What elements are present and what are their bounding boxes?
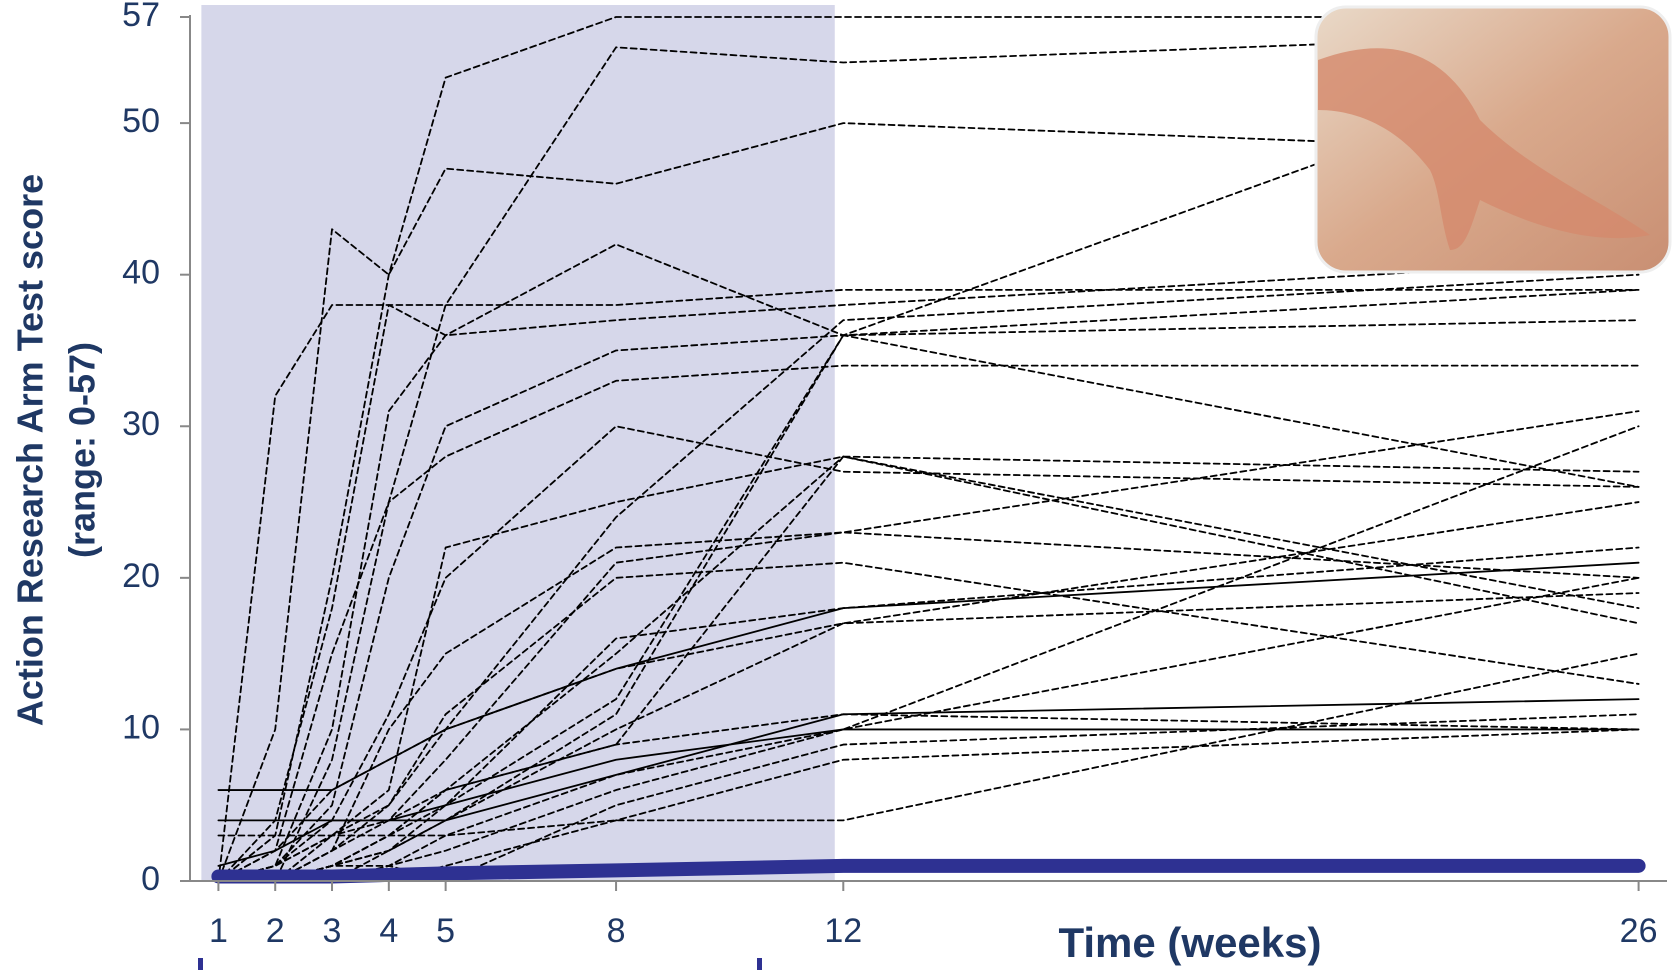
x-tick-label: 1 — [209, 912, 228, 950]
x-axis-title: Time (weeks) — [1058, 919, 1321, 966]
median-line — [218, 866, 1638, 877]
x-tick-label: 3 — [323, 912, 342, 950]
y-tick-label: 10 — [122, 708, 160, 746]
y-tick-label: 20 — [122, 557, 160, 595]
x-tick-label: 26 — [1620, 912, 1658, 950]
period-marker — [757, 958, 762, 970]
y-tick-label: 57 — [122, 0, 160, 34]
photo-inset — [1316, 7, 1670, 272]
chart: 01020304050571234581226 Action Research … — [0, 0, 1678, 970]
period-marker — [198, 958, 203, 970]
x-tick-label: 5 — [436, 912, 455, 950]
y-axis-title: Action Research Arm Test score — [10, 174, 51, 726]
y-tick-label: 50 — [122, 102, 160, 140]
x-tick-label: 4 — [379, 912, 398, 950]
y-tick-label: 30 — [122, 405, 160, 443]
y-axis-subtitle: (range: 0-57) — [62, 342, 103, 558]
x-tick-label: 12 — [824, 912, 862, 950]
y-tick-label: 40 — [122, 254, 160, 292]
y-tick-label: 0 — [141, 860, 160, 898]
x-tick-label: 2 — [266, 912, 285, 950]
x-tick-label: 8 — [607, 912, 626, 950]
